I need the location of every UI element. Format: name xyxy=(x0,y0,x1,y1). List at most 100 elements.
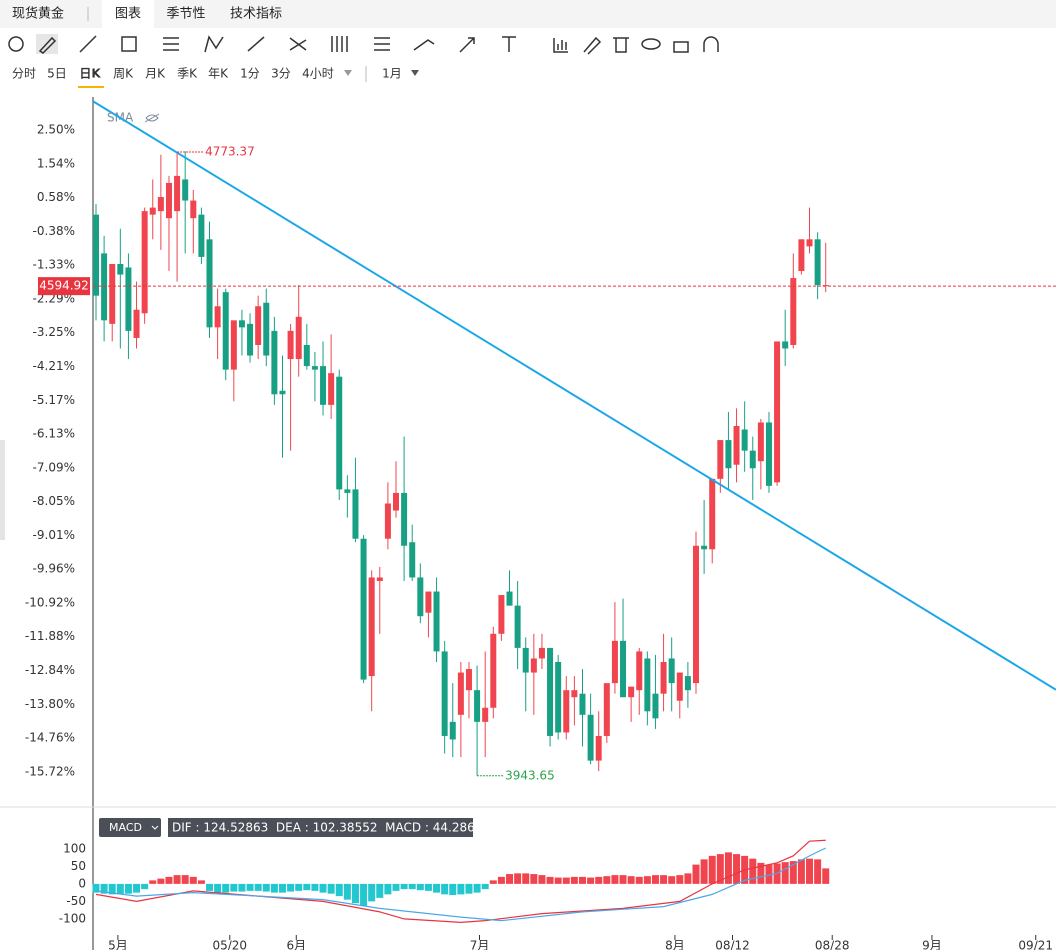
macd-bar xyxy=(222,883,230,893)
x-tick-label: 6月 xyxy=(286,939,306,950)
symbol: 现货黄金 xyxy=(12,6,64,22)
tool-icon[interactable] xyxy=(204,35,224,53)
y-tick-label: -10.92% xyxy=(25,595,75,609)
macd-bar xyxy=(133,883,141,893)
macd-bar xyxy=(789,861,797,884)
candle-body xyxy=(749,450,756,469)
tool-icon[interactable] xyxy=(331,36,348,52)
macd-bar xyxy=(724,852,732,884)
candle-body xyxy=(465,669,472,691)
candle-body xyxy=(806,239,813,247)
macd-bar xyxy=(449,883,457,896)
tool-icon[interactable] xyxy=(289,37,307,51)
candle-body xyxy=(295,316,302,360)
macd-bar xyxy=(733,854,741,884)
y-tick-label: -9.96% xyxy=(33,562,75,576)
y-tick-label: -100 xyxy=(59,911,86,925)
x-tick-label: 08/28 xyxy=(815,939,850,950)
candle-body xyxy=(384,503,391,539)
tool-icon[interactable] xyxy=(79,35,97,53)
macd-bar xyxy=(197,880,205,884)
candle-body xyxy=(441,651,448,736)
y-tick-label: 0.58% xyxy=(37,190,75,204)
x-tick-label: 5月 xyxy=(108,939,128,950)
macd-bar xyxy=(343,883,351,900)
candle-body xyxy=(555,661,562,733)
candle-body xyxy=(336,376,343,490)
toolbar xyxy=(8,34,719,55)
period-tab[interactable]: 1分 xyxy=(240,67,260,81)
tool-icon[interactable] xyxy=(121,36,137,52)
macd-bar xyxy=(716,854,724,884)
tool-icon[interactable] xyxy=(553,38,568,53)
period-tab[interactable]: 4小时 xyxy=(302,67,334,81)
tool-icon[interactable] xyxy=(502,36,516,52)
tool-icon[interactable] xyxy=(374,37,390,51)
period-tab[interactable]: 年K xyxy=(208,67,229,81)
tab[interactable]: 季节性 xyxy=(166,7,205,22)
tool-icon[interactable] xyxy=(613,37,629,53)
period-tab[interactable]: 5日 xyxy=(47,67,67,81)
candle-body xyxy=(376,577,383,581)
macd-bar xyxy=(368,883,376,902)
macd-bar xyxy=(287,883,295,892)
period-tab[interactable]: 月K xyxy=(145,67,166,81)
candle-body xyxy=(109,263,116,324)
candle-body xyxy=(765,422,772,486)
period-tab[interactable]: 3分 xyxy=(271,67,291,81)
tool-icon[interactable] xyxy=(247,36,265,52)
x-tick-label: 09/21 xyxy=(1018,939,1053,950)
candle-body xyxy=(238,320,245,328)
candle-body xyxy=(757,422,764,462)
last-price-label: 4594.92 xyxy=(39,279,89,293)
tab[interactable]: 技术指标 xyxy=(230,7,282,22)
tool-icon[interactable] xyxy=(163,37,179,51)
macd-bar xyxy=(433,883,441,893)
candle-body xyxy=(693,545,699,684)
candle-body xyxy=(603,683,610,736)
tool-icon[interactable] xyxy=(8,36,24,52)
period-tab[interactable]: 日K xyxy=(79,67,101,81)
macd-bar xyxy=(797,859,805,884)
macd-bar xyxy=(489,880,497,884)
visibility-icon[interactable] xyxy=(144,113,160,123)
x-tick-label: 08/12 xyxy=(715,939,750,950)
macd-bar xyxy=(351,883,359,904)
candle-body xyxy=(279,390,286,395)
indicator-name[interactable]: MACD xyxy=(109,821,142,834)
candle-body xyxy=(725,440,732,469)
indicator-button[interactable] xyxy=(99,818,161,837)
macd-bar xyxy=(408,883,416,890)
tool-icon[interactable] xyxy=(583,36,602,55)
candle-body xyxy=(425,591,432,613)
candle-body xyxy=(547,647,554,736)
period-tab[interactable]: 分时 xyxy=(12,67,36,81)
tool-icon[interactable] xyxy=(413,39,435,51)
period-tab[interactable]: 周K xyxy=(113,67,134,81)
tool-icon[interactable] xyxy=(38,36,57,54)
candle-body xyxy=(709,478,716,550)
y-tick-label: -3.25% xyxy=(33,325,75,339)
candle-body xyxy=(822,285,829,287)
candle-body xyxy=(741,429,748,451)
candle-body xyxy=(701,545,708,550)
trend-line xyxy=(92,100,1056,691)
period-tab[interactable]: 季K xyxy=(177,67,198,81)
macd-bar xyxy=(506,874,514,884)
tab[interactable]: 图表 xyxy=(115,7,141,22)
macd-bar xyxy=(473,883,481,893)
tool-icon[interactable] xyxy=(641,38,661,50)
macd-bar xyxy=(465,883,473,894)
tool-icon[interactable] xyxy=(673,41,689,53)
candle-body xyxy=(782,341,789,349)
macd-bar xyxy=(635,876,643,884)
tool-icon[interactable] xyxy=(703,36,719,52)
period-tab[interactable]: 1月 xyxy=(382,67,402,81)
candle-body xyxy=(684,676,691,691)
macd-bar xyxy=(108,883,116,895)
side-handle[interactable] xyxy=(0,440,5,540)
y-tick-label: -15.72% xyxy=(25,764,75,778)
active-tab[interactable] xyxy=(102,0,154,28)
y-tick-label: -0.38% xyxy=(33,224,75,238)
tool-icon[interactable] xyxy=(459,37,475,53)
